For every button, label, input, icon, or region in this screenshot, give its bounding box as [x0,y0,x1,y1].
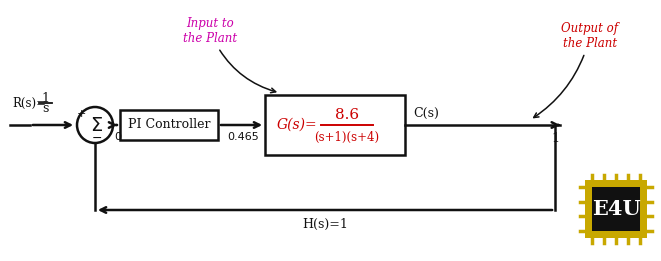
Text: (s+1)(s+4): (s+1)(s+4) [315,130,379,144]
Text: H(s)=1: H(s)=1 [302,217,348,230]
FancyBboxPatch shape [592,187,640,231]
Text: $\Sigma$: $\Sigma$ [89,117,102,135]
FancyBboxPatch shape [265,95,405,155]
Text: C(s): C(s) [413,106,439,120]
Text: Output of
the Plant: Output of the Plant [533,22,619,117]
Text: +: + [76,109,86,119]
Text: PI Controller: PI Controller [128,118,210,132]
Text: 0: 0 [114,132,122,142]
FancyBboxPatch shape [120,110,218,140]
Text: −: − [92,132,102,145]
Text: Input to
the Plant: Input to the Plant [183,17,276,93]
FancyBboxPatch shape [585,180,647,238]
Text: G(s)=: G(s)= [276,118,317,132]
Text: s: s [42,103,48,116]
Text: 8.6: 8.6 [335,108,359,122]
Text: 1: 1 [551,132,559,145]
Text: E4U: E4U [592,199,641,219]
Text: 0.465: 0.465 [227,132,259,142]
Text: 1: 1 [41,92,49,104]
Text: R(s)=: R(s)= [12,97,46,110]
